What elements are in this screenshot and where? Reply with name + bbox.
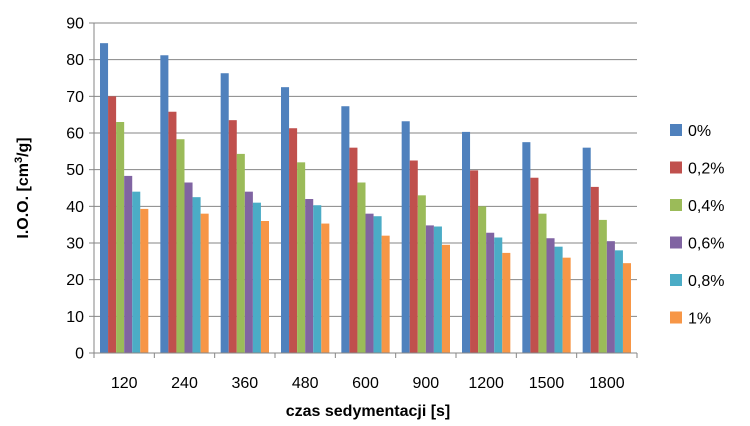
- y-axis-title-main: I.O.O. [cm: [15, 163, 32, 239]
- bar: [606, 241, 615, 353]
- bar: [590, 186, 599, 353]
- bar: [100, 43, 109, 354]
- bar: [502, 252, 511, 353]
- bar: [401, 121, 410, 354]
- bar: [522, 142, 531, 353]
- legend-swatch: [670, 161, 682, 174]
- y-tick-label: 30: [66, 236, 84, 253]
- y-tick-label: 90: [66, 16, 84, 33]
- bar: [305, 199, 314, 353]
- bar: [357, 182, 366, 353]
- bar: [614, 250, 623, 353]
- y-tick-label: 40: [66, 199, 84, 216]
- bar: [140, 208, 149, 353]
- bar: [365, 213, 374, 353]
- bar: [108, 96, 117, 353]
- bar: [582, 147, 591, 353]
- y-axis-title-superscript: 3: [13, 157, 25, 163]
- x-tick-label: 360: [231, 375, 258, 392]
- bar: [252, 202, 261, 353]
- bar: [321, 223, 330, 353]
- y-tick-label: 70: [66, 89, 84, 106]
- bar: [622, 263, 631, 353]
- bar: [132, 191, 141, 353]
- x-tick-label: 900: [412, 375, 439, 392]
- bar: [220, 73, 229, 353]
- bar: [192, 197, 201, 353]
- bar: [160, 55, 169, 354]
- x-axis-title: czas sedymentacji [s]: [286, 403, 451, 420]
- bar: [554, 246, 563, 353]
- x-tick-label: 1800: [589, 375, 625, 392]
- bar: [236, 153, 245, 353]
- bar: [486, 232, 495, 353]
- y-tick-label: 20: [66, 272, 84, 289]
- bar: [441, 244, 450, 353]
- bar: [546, 238, 555, 353]
- y-tick-label: 0: [75, 346, 84, 363]
- bar: [176, 139, 185, 353]
- bar: [409, 160, 418, 353]
- bar: [470, 170, 479, 353]
- legend-label: 0,4%: [688, 198, 724, 215]
- y-tick-label: 60: [66, 126, 84, 143]
- legend-label: 1%: [688, 311, 711, 328]
- legend-label: 0,2%: [688, 161, 724, 178]
- x-tick-label: 1500: [529, 375, 565, 392]
- bar: [281, 87, 290, 354]
- legend-swatch: [670, 124, 682, 136]
- bar: [289, 128, 298, 353]
- y-tick-label: 50: [66, 162, 84, 179]
- bar: [168, 111, 177, 353]
- bar: [373, 216, 382, 353]
- bar: [244, 191, 253, 353]
- bar: [562, 257, 571, 353]
- bar: [349, 147, 358, 353]
- legend: 0% 0,2% 0,4% 0,6% 0,8% 1%: [670, 123, 724, 328]
- bar: [425, 225, 434, 353]
- bar: [381, 235, 390, 353]
- bar: [184, 182, 193, 353]
- y-tick-label: 10: [66, 309, 84, 326]
- legend-swatch: [670, 274, 682, 286]
- y-tick-label: 80: [66, 52, 84, 69]
- bar: [341, 106, 350, 353]
- bar: [124, 175, 133, 353]
- legend-swatch: [670, 236, 682, 249]
- bars: [100, 43, 631, 354]
- bar: [530, 177, 539, 353]
- bar: [433, 226, 442, 353]
- legend-swatch: [670, 199, 682, 211]
- x-tick-label: 240: [171, 375, 198, 392]
- bar: [538, 213, 547, 353]
- y-axis-title: I.O.O. [cm3/g]: [13, 137, 32, 238]
- bar: [313, 205, 322, 353]
- legend-label: 0%: [688, 123, 711, 140]
- legend-label: 0,8%: [688, 273, 724, 290]
- bar: [228, 120, 237, 354]
- labels: 0 10 20 30 40 50 60 70 80 90 120 240 360 480 600 900 120…: [66, 16, 625, 393]
- bar: [462, 131, 471, 353]
- legend-swatch: [670, 311, 682, 324]
- axes: [89, 22, 638, 358]
- bar: [297, 162, 306, 353]
- bar: [260, 221, 269, 353]
- x-tick-label: 1200: [468, 375, 504, 392]
- x-tick-label: 120: [111, 375, 138, 392]
- bar: [200, 213, 209, 353]
- legend-label: 0,6%: [688, 236, 724, 253]
- x-tick-label: 600: [352, 375, 379, 392]
- bar: [598, 219, 607, 353]
- bar: [478, 206, 487, 353]
- bar: [494, 237, 503, 353]
- x-tick-label: 480: [292, 375, 319, 392]
- y-axis-title-tail: /g]: [15, 137, 32, 157]
- bar: [417, 195, 426, 353]
- bar: [116, 122, 125, 353]
